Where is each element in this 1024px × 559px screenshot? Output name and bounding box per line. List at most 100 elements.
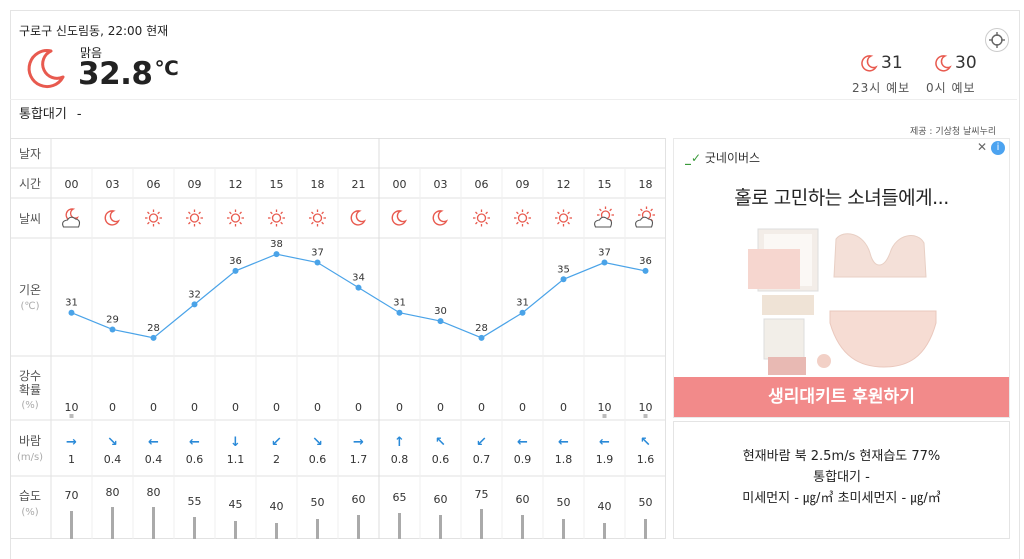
temperature-point [437,318,444,325]
temperature-point [150,334,157,341]
time-cell: 15 [270,178,284,191]
temperature-point [601,259,608,266]
wind-direction-icon: ← [599,435,610,450]
forecast-label: 0시 예보 [926,81,976,95]
time-cell: 00 [65,178,79,191]
wind-value: 0.4 [145,453,163,466]
air-value: - [76,107,82,122]
humidity-value: 60 [434,493,448,506]
humidity-value: 70 [65,489,79,502]
time-cell: 06 [147,178,161,191]
time-cell: 09 [516,178,530,191]
temperature-label: 35 [557,264,570,275]
humidity-bar [644,519,647,539]
rain-bar [643,414,648,418]
time-cell: 21 [352,178,366,191]
wind-value: 1.8 [555,453,573,466]
time-cell: 12 [557,178,571,191]
current-summary: 현재바람 북 2.5m/s 현재습도 77% 통합대기 - 미세먼지 - ㎍/㎥… [673,421,1010,539]
humidity-bar [152,507,155,539]
ad-cta-button[interactable]: 생리대키트 후원하기 [674,377,1009,417]
sun-icon [186,209,203,227]
temperature-point [273,251,280,258]
row-label-rain: 확률 [19,383,41,397]
advertisement[interactable]: _✓ 굿네이버스 ✕ i 홀로 고민하는 소녀들에게... 생리대키트 후원하기 [673,138,1010,418]
humidity-bar [480,509,483,539]
cloud-icon [594,216,613,228]
wind-direction-icon: ↓ [230,435,241,450]
time-cell: 06 [475,178,489,191]
wind-value: 1.7 [350,453,368,466]
rain-value: 0 [109,401,116,414]
humidity-bar [562,519,565,539]
rain-value: 0 [355,401,362,414]
temperature-label: 38 [270,239,283,250]
info-icon[interactable]: i [991,141,1005,155]
forecast-temp: 30 [955,53,977,73]
sun-icon [268,209,285,227]
divider [10,99,1017,100]
humidity-bar [275,523,278,539]
temperature-point [560,276,567,283]
temperature-value: 32.8 [78,56,153,92]
temperature-point [109,326,116,333]
summary-dust: 미세먼지 - ㎍/㎥ 초미세먼지 - ㎍/㎥ [742,491,941,506]
ad-brand-name: 굿네이버스 [704,151,761,165]
ad-product-image[interactable] [674,219,1010,377]
wind-value: 0.6 [309,453,327,466]
cloud-icon [635,216,654,228]
humidity-bar [111,507,114,539]
rain-value: 0 [478,401,485,414]
row-label-temp-unit: (℃) [20,301,39,312]
time-cell: 03 [434,178,448,191]
rain-value: 0 [396,401,403,414]
temperature-label: 34 [352,273,365,284]
temperature-label: 32 [188,289,201,300]
sun-icon [473,209,490,227]
air-quality: 통합대기 - [19,103,82,122]
humidity-value: 65 [393,491,407,504]
temperature-point [68,309,75,316]
wind-direction-icon: ← [189,435,200,450]
temperature-label: 28 [147,323,160,334]
temperature-point [519,309,526,316]
humidity-bar [234,521,237,539]
sun-icon [514,209,531,227]
humidity-value: 55 [188,495,202,508]
humidity-value: 75 [475,488,489,501]
time-cell: 00 [393,178,407,191]
humidity-value: 45 [229,498,243,511]
wind-value: 2 [273,453,280,466]
location-button[interactable] [985,28,1009,52]
wind-value: 0.9 [514,453,532,466]
rain-value: 0 [232,401,239,414]
moon-icon [391,210,408,226]
rain-value: 10 [598,401,612,414]
humidity-value: 60 [516,493,530,506]
humidity-value: 80 [106,486,120,499]
wind-value: 0.6 [432,453,450,466]
humidity-value: 50 [311,496,325,509]
sun-icon [145,209,162,227]
temperature-label: 31 [65,298,78,309]
moon-icon [27,49,65,89]
time-cell: 18 [311,178,325,191]
wind-direction-icon: ↘ [312,435,323,450]
humidity-bar [521,515,524,539]
current-temperature: 32.8 ℃ [78,56,179,92]
ad-brand[interactable]: _✓ 굿네이버스 [685,149,760,166]
current-condition: 맑음 [80,46,103,60]
row-label-wind: 바람 [19,434,41,448]
humidity-bar [193,517,196,539]
forecast-23h: 31 23시 예보 [852,53,922,96]
close-icon[interactable]: ✕ [976,140,987,154]
forecast-label: 23시 예보 [852,81,911,95]
ad-headline[interactable]: 홀로 고민하는 소녀들에게... [734,187,949,209]
row-label-rain-unit: (%) [21,400,38,411]
temperature-label: 36 [639,256,652,267]
temperature-point [478,334,485,341]
humidity-bar [398,513,401,539]
temperature-label: 31 [393,298,406,309]
wind-value: 0.6 [186,453,204,466]
sun-icon [309,209,326,227]
